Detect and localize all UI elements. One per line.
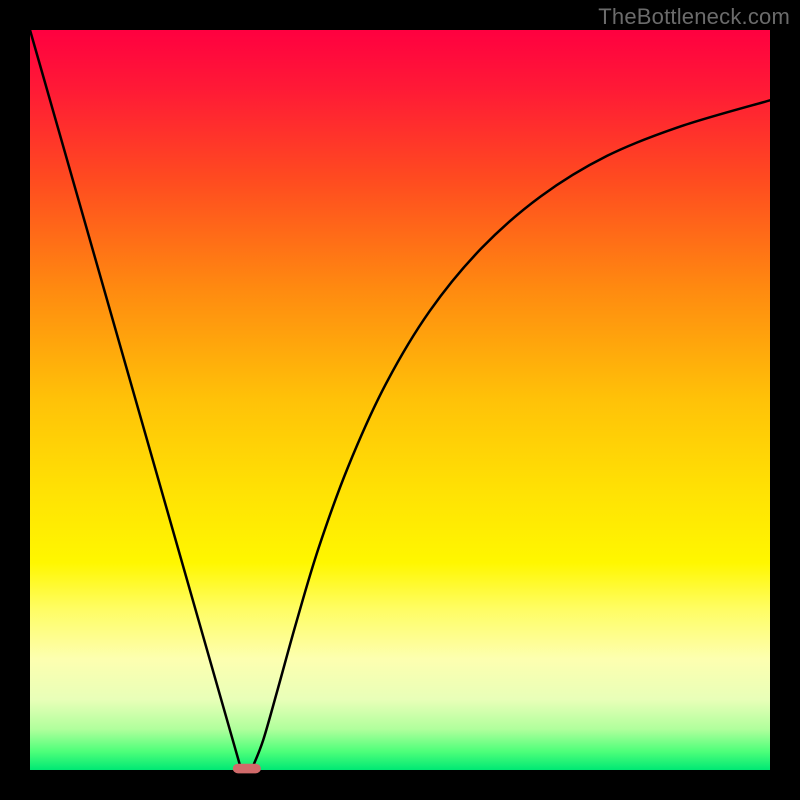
- watermark-text: TheBottleneck.com: [598, 4, 790, 30]
- plot-background: [30, 30, 770, 770]
- bottleneck-chart-svg: [0, 0, 800, 800]
- chart-container: TheBottleneck.com: [0, 0, 800, 800]
- optimum-marker: [233, 764, 261, 774]
